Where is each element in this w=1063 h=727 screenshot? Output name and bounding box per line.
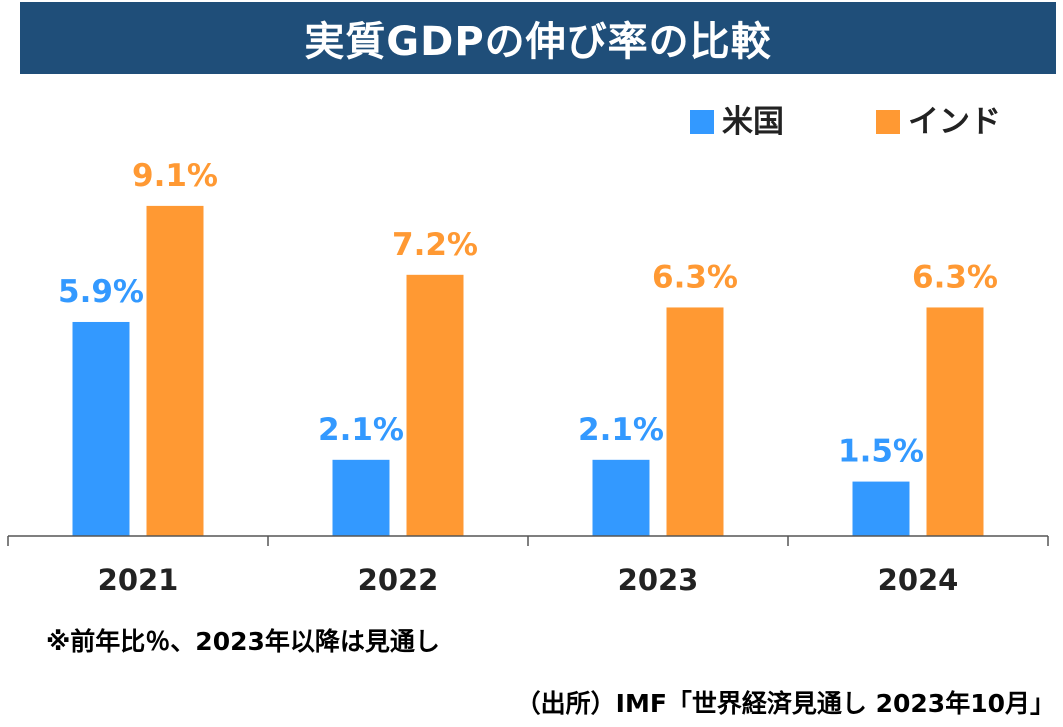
x-tick-label-2024: 2024 [878, 563, 959, 597]
chart-title-bar: 実質GDPの伸び率の比較 [20, 2, 1056, 74]
data-label-us-2022: 2.1% [318, 412, 404, 448]
legend-swatch-india [876, 110, 900, 134]
bar-us-2023 [592, 459, 650, 536]
x-tick-label-2023: 2023 [618, 563, 699, 597]
source-note: （出所）IMF「世界経済見通し 2023年10月」 [515, 689, 1055, 718]
data-label-india-2024: 6.3% [912, 259, 998, 295]
chart-title: 実質GDPの伸び率の比較 [304, 19, 772, 65]
data-label-us-2021: 5.9% [58, 274, 144, 310]
data-label-us-2023: 2.1% [578, 412, 664, 448]
legend-label-us: 米国 [722, 104, 784, 140]
bar-india-2024 [926, 307, 984, 536]
legend-swatch-us [690, 110, 714, 134]
data-label-us-2024: 1.5% [838, 434, 924, 470]
bar-us-2022 [332, 459, 390, 536]
footnote: ※前年比％、2023年以降は見通し [46, 627, 440, 656]
bar-us-2024 [852, 481, 910, 536]
bar-india-2022 [406, 274, 464, 536]
legend-label-india: インド [908, 104, 1001, 140]
bar-india-2021 [146, 205, 204, 536]
x-tick-label-2021: 2021 [98, 563, 179, 597]
bar-us-2021 [72, 321, 130, 536]
data-label-india-2021: 9.1% [132, 158, 218, 194]
x-tick-label-2022: 2022 [358, 563, 439, 597]
data-label-india-2023: 6.3% [652, 259, 738, 295]
bar-india-2023 [666, 307, 724, 536]
data-label-india-2022: 7.2% [392, 227, 478, 263]
